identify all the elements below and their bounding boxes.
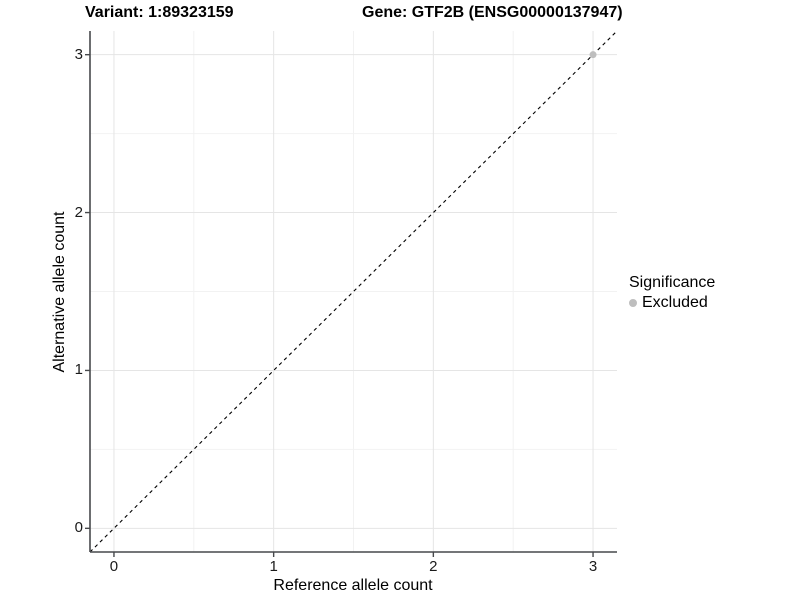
legend-title: Significance [629,274,716,291]
x-tick-label: 3 [588,558,598,575]
y-tick-label: 1 [74,361,83,379]
identity-line [89,30,618,553]
y-tick-label: 3 [74,45,83,63]
excluded-point-icon [629,299,637,307]
y-tick-label: 0 [74,519,83,537]
x-tick-label: 0 [109,558,119,575]
data-point-excluded [589,51,597,59]
legend: Significance Excluded [629,274,715,312]
plot-title-variant: Variant: 1:89323159 [85,4,234,21]
legend-item-label: Excluded [642,294,708,311]
x-tick-label: 2 [429,558,438,575]
plot-title-gene: Gene: GTF2B (ENSG00000137947) [362,4,623,21]
x-axis-label: Reference allele count [273,577,433,594]
y-axis-label: Alternative allele count [51,211,68,373]
legend-item-excluded: Excluded [629,294,715,312]
y-tick-label: 2 [74,203,83,221]
x-tick-label: 1 [269,558,278,575]
